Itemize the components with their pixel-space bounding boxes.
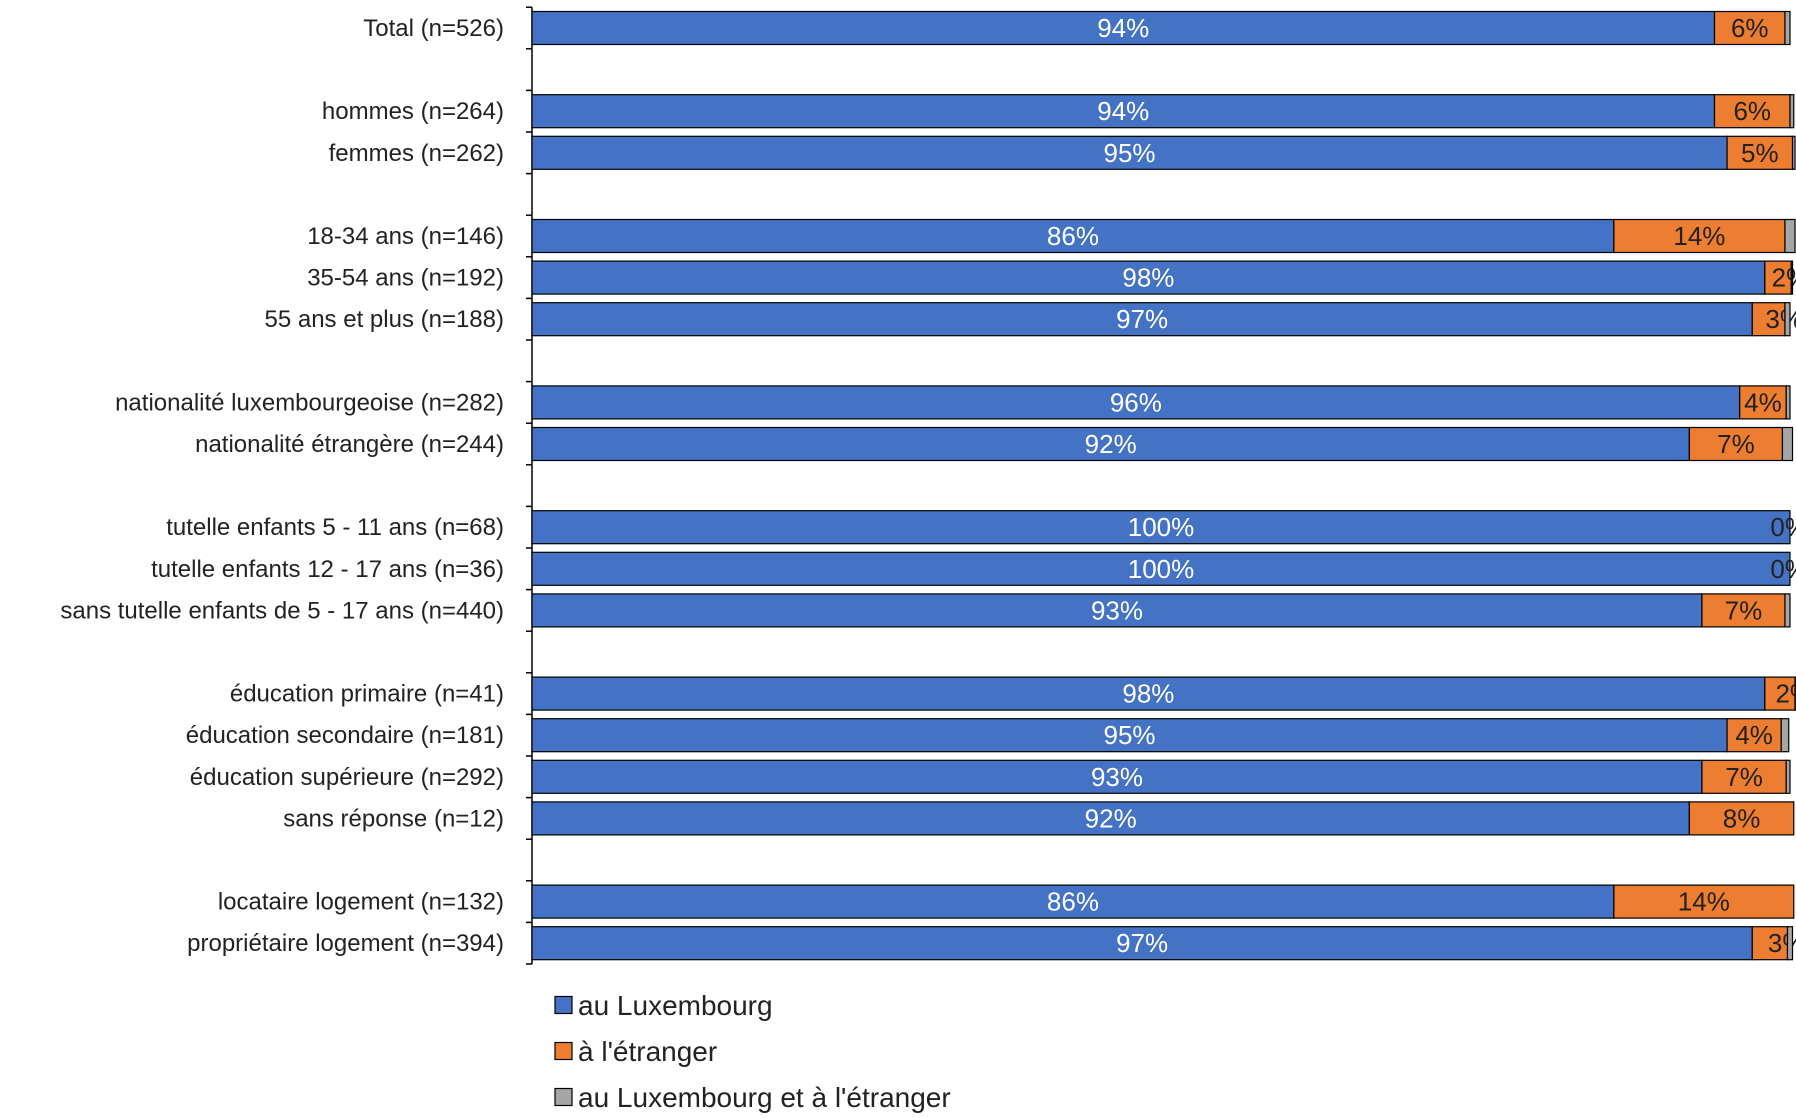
data-label-s1-c1: 6% bbox=[1733, 96, 1771, 126]
legend-swatch-2 bbox=[555, 1089, 572, 1106]
data-label-s1-c12: 4% bbox=[1735, 720, 1773, 750]
category-label: éducation supérieure (n=292) bbox=[190, 764, 504, 791]
bar-segment-s2-c12 bbox=[1781, 719, 1789, 752]
data-label-s0-c11: 98% bbox=[1122, 679, 1174, 709]
data-label-s0-c2: 95% bbox=[1104, 138, 1156, 168]
bar-segment-s2-c5 bbox=[1785, 303, 1790, 336]
data-label-s0-c3: 86% bbox=[1047, 221, 1099, 251]
data-label-s1-c15: 14% bbox=[1678, 887, 1730, 917]
bar-segment-s2-c3 bbox=[1785, 220, 1795, 253]
data-label-s0-c1: 94% bbox=[1097, 96, 1149, 126]
data-label-s0-c16: 97% bbox=[1116, 928, 1168, 958]
bar-segment-s2-c6 bbox=[1786, 386, 1790, 419]
category-label: éducation secondaire (n=181) bbox=[186, 722, 504, 749]
bar-segment-s2-c2 bbox=[1793, 136, 1796, 169]
legend: au Luxembourg à l'étranger au Luxembourg e… bbox=[555, 990, 951, 1113]
data-label-s1-c11: 2% bbox=[1775, 679, 1796, 709]
category-label: tutelle enfants 12 - 17 ans (n=36) bbox=[151, 556, 504, 583]
data-label-s0-c0: 94% bbox=[1097, 13, 1149, 43]
bar-segment-s2-c13 bbox=[1786, 760, 1790, 793]
category-label: éducation primaire (n=41) bbox=[230, 681, 504, 708]
data-label-s0-c8: 100% bbox=[1128, 512, 1195, 542]
y-axis bbox=[526, 7, 532, 964]
data-label-s0-c4: 98% bbox=[1122, 263, 1174, 293]
data-label-s1-c10: 7% bbox=[1725, 595, 1763, 625]
bar-segment-s2-c10 bbox=[1785, 594, 1790, 627]
category-label: locataire logement (n=132) bbox=[218, 889, 504, 916]
data-label-s0-c7: 92% bbox=[1085, 429, 1137, 459]
data-label-s1-c6: 4% bbox=[1744, 387, 1782, 417]
category-labels: Total (n=526) hommes (n=264) femmes (n=262… bbox=[60, 15, 504, 957]
legend-label-1: à l'étranger bbox=[578, 1036, 717, 1067]
category-label: tutelle enfants 5 - 11 ans (n=68) bbox=[166, 514, 504, 541]
data-label-s0-c6: 96% bbox=[1110, 387, 1162, 417]
data-label-s1-c8: 0% bbox=[1770, 512, 1796, 542]
data-label-s0-c9: 100% bbox=[1128, 554, 1195, 584]
category-label: nationalité luxembourgeoise (n=282) bbox=[115, 389, 504, 416]
data-label-s1-c5: 3% bbox=[1765, 304, 1796, 334]
category-label: propriétaire logement (n=394) bbox=[187, 930, 504, 957]
legend-swatch-0 bbox=[555, 997, 572, 1014]
data-label-s1-c14: 8% bbox=[1723, 803, 1761, 833]
bar-segment-s2-c1 bbox=[1790, 95, 1794, 128]
legend-label-0: au Luxembourg bbox=[578, 990, 773, 1021]
data-label-s1-c3: 14% bbox=[1673, 221, 1725, 251]
data-label-s1-c2: 5% bbox=[1741, 138, 1779, 168]
category-label: 35-54 ans (n=192) bbox=[307, 265, 504, 292]
bar-segment-s2-c0 bbox=[1785, 12, 1790, 45]
data-label-s0-c14: 92% bbox=[1085, 803, 1137, 833]
data-label-s0-c5: 97% bbox=[1116, 304, 1168, 334]
data-label-s1-c9: 0% bbox=[1770, 554, 1796, 584]
category-label: 55 ans et plus (n=188) bbox=[265, 306, 505, 333]
legend-label-2: au Luxembourg et à l'étranger bbox=[578, 1082, 951, 1113]
bar-segment-s2-c7 bbox=[1782, 428, 1792, 461]
category-label: femmes (n=262) bbox=[329, 140, 504, 167]
bar-segment-s2-c4 bbox=[1791, 261, 1792, 294]
data-label-s1-c13: 7% bbox=[1725, 762, 1763, 792]
data-label-s0-c15: 86% bbox=[1047, 887, 1099, 917]
data-label-s1-c0: 6% bbox=[1731, 13, 1769, 43]
bar-segment-s2-c16 bbox=[1787, 927, 1792, 960]
category-label: sans réponse (n=12) bbox=[283, 805, 504, 832]
category-label: Total (n=526) bbox=[363, 15, 504, 42]
category-label: hommes (n=264) bbox=[322, 98, 504, 125]
bars: 94% 6% 94% 6% 95% 5% 86% 14% 98% 2% 97% 3% 96% 4% 92% 7… bbox=[532, 12, 1796, 960]
data-label-s0-c10: 93% bbox=[1091, 595, 1143, 625]
data-label-s1-c7: 7% bbox=[1717, 429, 1755, 459]
category-label: sans tutelle enfants de 5 - 17 ans (n=44… bbox=[60, 597, 504, 624]
category-label: 18-34 ans (n=146) bbox=[307, 223, 504, 250]
legend-swatch-1 bbox=[555, 1043, 572, 1060]
category-label: nationalité étrangère (n=244) bbox=[195, 431, 504, 458]
data-label-s0-c13: 93% bbox=[1091, 762, 1143, 792]
data-label-s0-c12: 95% bbox=[1104, 720, 1156, 750]
